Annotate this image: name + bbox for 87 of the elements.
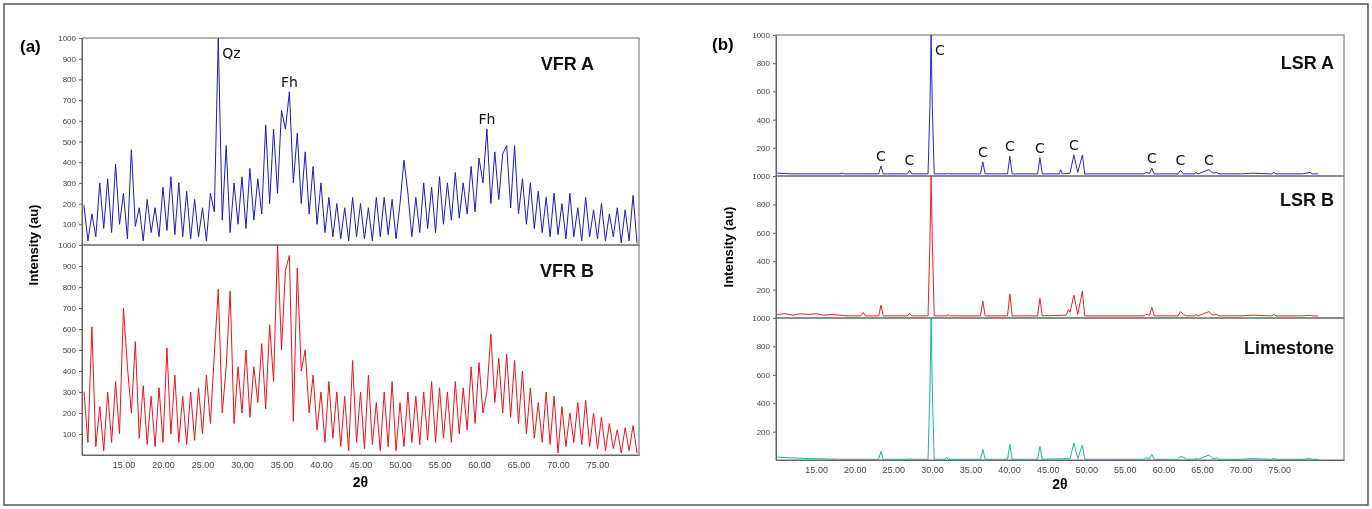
- x-tick-label: 30.00: [231, 460, 254, 471]
- annotation: C: [1204, 151, 1215, 168]
- y-tick-label: 700: [62, 304, 77, 314]
- x-axis-title: 2θ: [1052, 476, 1068, 492]
- x-tick-label: 75.00: [586, 460, 610, 471]
- y-tick-label: 800: [62, 283, 77, 293]
- x-tick-label: 70.00: [1229, 465, 1253, 476]
- annotation: C: [977, 143, 988, 160]
- annotation: C: [1004, 138, 1015, 155]
- x-tick-label: 65.00: [507, 460, 531, 471]
- y-tick-label: 200: [62, 409, 77, 419]
- text: LSR A: [1280, 53, 1334, 73]
- x-tick-label: 15.00: [805, 465, 828, 476]
- y-tick-label: 500: [62, 137, 77, 147]
- x-tick-label: 25.00: [882, 465, 906, 476]
- y-tick-label: 400: [62, 367, 77, 377]
- x-tick-label: 25.00: [191, 460, 215, 471]
- chart-title: (a): [20, 37, 41, 56]
- y-tick-label: 1000: [58, 34, 77, 44]
- y-tick-label: 1000: [58, 241, 77, 251]
- annotation: C: [1146, 150, 1157, 167]
- y-tick-label: 600: [756, 228, 771, 238]
- y-tick-label: 800: [62, 75, 77, 85]
- annotation: C: [876, 148, 887, 165]
- y-tick-label: 1000: [752, 172, 771, 182]
- x-tick-label: 30.00: [921, 465, 944, 476]
- y-tick-label: 200: [62, 199, 77, 209]
- y-tick-label: 700: [62, 96, 77, 106]
- y-tick-label: 600: [756, 87, 771, 97]
- annotation: C: [935, 42, 946, 58]
- text: VFR A: [540, 54, 594, 74]
- x-tick-label: 35.00: [959, 465, 983, 476]
- chart-title: (b): [712, 35, 734, 54]
- y-tick-label: 900: [62, 54, 77, 64]
- x-axis-title: 2θ: [352, 474, 369, 490]
- annotation: Fh: [280, 73, 298, 90]
- y-tick-label: 600: [62, 325, 77, 335]
- x-tick-label: 40.00: [998, 465, 1021, 476]
- x-tick-label: 50.00: [389, 460, 412, 471]
- x-tick-label: 50.00: [1075, 465, 1098, 476]
- y-tick-label: 1000: [752, 31, 771, 41]
- y-axis-title: Intensity (au): [26, 204, 41, 286]
- y-tick-label: 600: [756, 370, 771, 380]
- x-tick-label: 35.00: [270, 460, 294, 471]
- y-tick-label: 800: [756, 342, 771, 352]
- x-tick-label: 40.00: [310, 460, 333, 471]
- text: VFR B: [540, 261, 594, 281]
- y-tick-label: 900: [62, 262, 77, 272]
- x-tick-label: 65.00: [1191, 465, 1214, 476]
- x-tick-label: 60.00: [1152, 465, 1176, 476]
- y-tick-label: 800: [756, 200, 771, 210]
- x-tick-label: 55.00: [428, 460, 452, 471]
- y-tick-label: 300: [62, 178, 77, 188]
- y-tick-label: 500: [62, 346, 77, 356]
- line-series: [777, 175, 1319, 317]
- x-tick-label: 15.00: [112, 460, 136, 471]
- x-tick-label: 20.00: [152, 460, 175, 471]
- y-tick-label: 200: [756, 143, 771, 153]
- y-tick-label: 400: [62, 158, 77, 168]
- y-tick-label: 400: [756, 257, 771, 267]
- y-tick-label: 300: [62, 388, 77, 398]
- x-tick-label: 70.00: [547, 460, 570, 471]
- x-tick-label: 60.00: [468, 460, 491, 471]
- x-tick-label: 75.00: [1268, 465, 1291, 476]
- y-tick-label: 600: [62, 116, 77, 126]
- y-tick-label: 200: [756, 285, 771, 295]
- annotation: C: [904, 152, 915, 169]
- y-tick-label: 100: [62, 430, 77, 440]
- y-tick-label: 1000: [752, 314, 771, 324]
- x-tick-label: 55.00: [1114, 465, 1137, 476]
- x-tick-label: 45.00: [1036, 465, 1060, 476]
- text: LSR B: [1280, 190, 1334, 210]
- y-tick-label: 100: [62, 220, 77, 230]
- annotation: C: [1069, 136, 1079, 153]
- annotation: Fh: [478, 111, 496, 128]
- x-tick-label: 20.00: [843, 465, 867, 476]
- line-series: [777, 34, 1319, 175]
- annotation: C: [1175, 152, 1186, 169]
- y-tick-label: 400: [756, 115, 771, 125]
- annotation: Qz: [222, 45, 241, 61]
- y-tick-label: 200: [756, 427, 771, 437]
- annotation: C: [1035, 139, 1046, 156]
- y-tick-label: 400: [756, 399, 771, 409]
- x-tick-label: 45.00: [349, 460, 373, 471]
- text: Limestone: [1243, 338, 1334, 358]
- y-tick-label: 800: [756, 59, 771, 69]
- y-axis-title: Intensity (au): [721, 206, 736, 288]
